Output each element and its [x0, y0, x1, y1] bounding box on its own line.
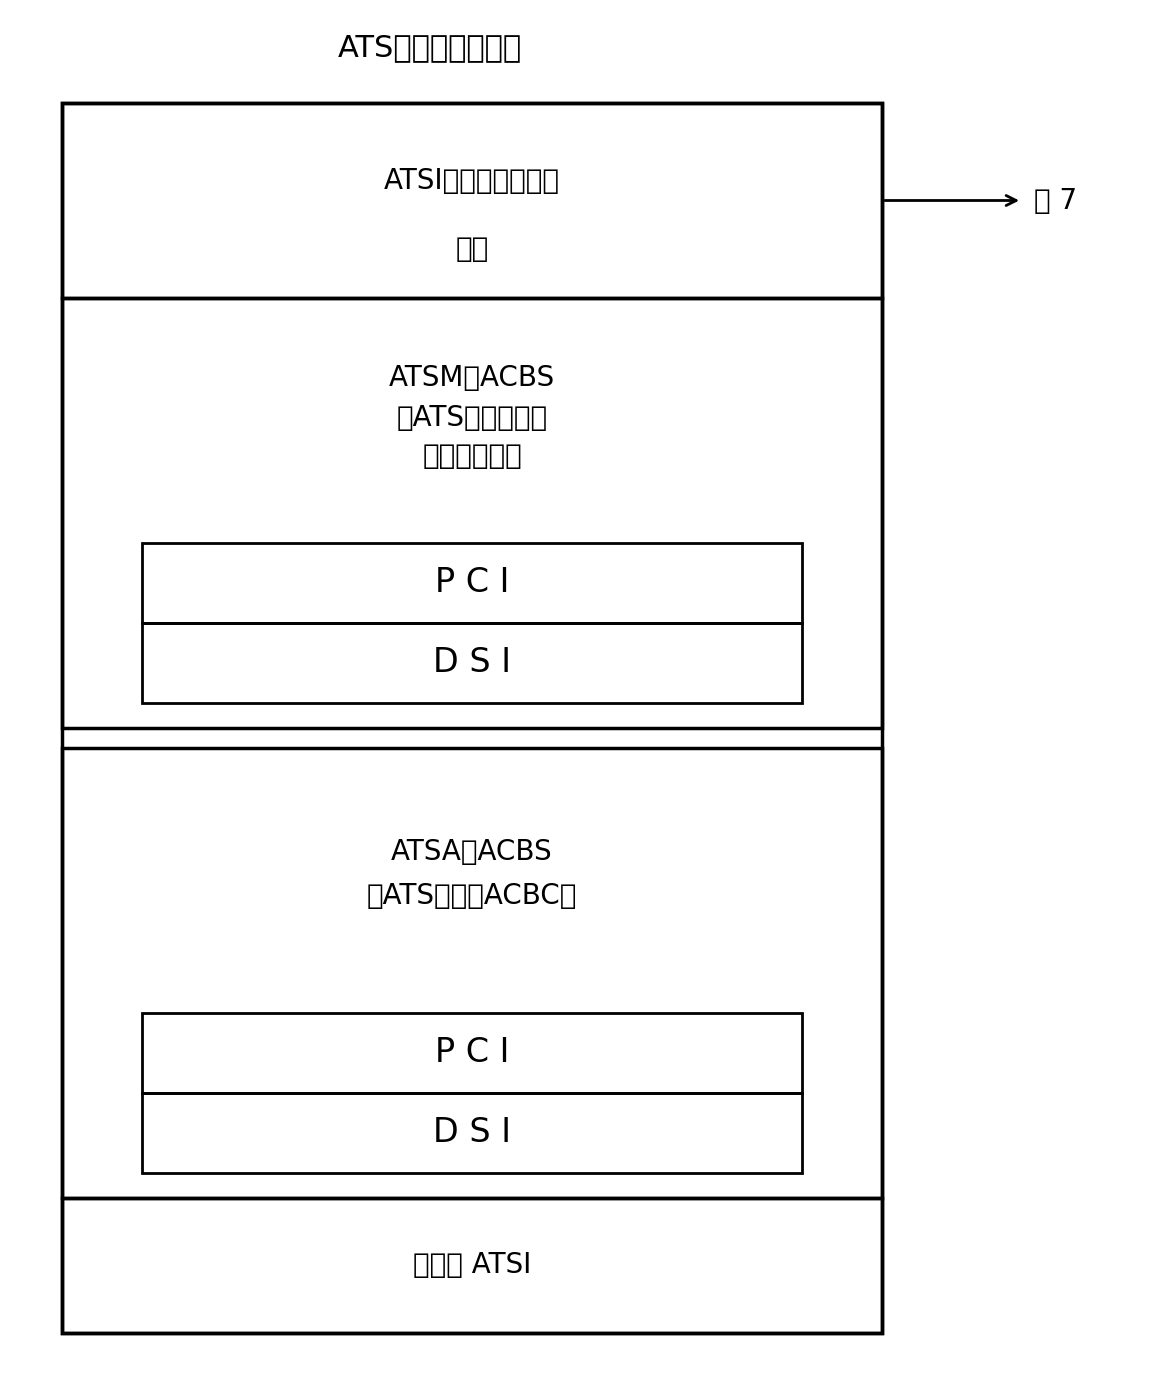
Text: 图 7: 图 7 [1034, 186, 1077, 214]
Text: （ATS相册－ACBC）: （ATS相册－ACBC） [366, 882, 577, 910]
Text: P C I: P C I [434, 566, 509, 600]
Text: 目录块设置）: 目录块设置） [422, 442, 522, 470]
Text: 息）: 息） [455, 235, 488, 263]
Text: ATSA－ACBS: ATSA－ACBS [392, 837, 553, 865]
Text: 备份用 ATSI: 备份用 ATSI [412, 1251, 531, 1279]
Text: P C I: P C I [434, 1036, 509, 1069]
Text: ATSI（音频标题组信: ATSI（音频标题组信 [384, 166, 560, 194]
Text: ATSM－ACBS: ATSM－ACBS [389, 365, 555, 393]
Text: D S I: D S I [433, 646, 511, 679]
Text: ATS（音频标题组）: ATS（音频标题组） [338, 34, 522, 63]
Text: （ATS菜单用音频: （ATS菜单用音频 [396, 404, 547, 432]
Text: D S I: D S I [433, 1117, 511, 1149]
